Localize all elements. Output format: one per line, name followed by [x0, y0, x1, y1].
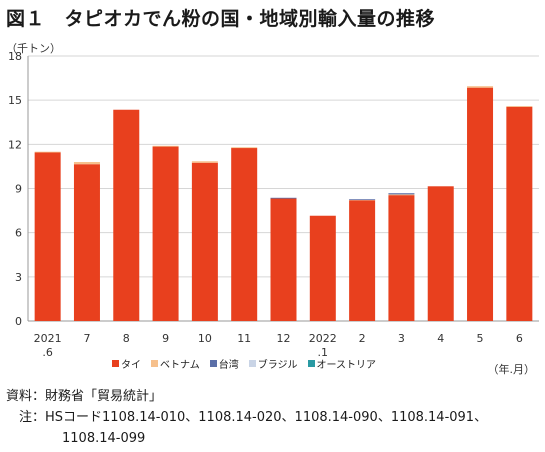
hs-code-note-cont: 1108.14-099 [62, 431, 146, 446]
y-tick-label: 3 [15, 271, 22, 284]
bar-segment [231, 147, 258, 149]
y-tick-label: 6 [15, 227, 22, 240]
legend-label: 台湾 [218, 360, 239, 371]
x-tick-label: 7 [83, 332, 90, 345]
x-tick-label: 2 [359, 332, 366, 345]
bar-segment [467, 87, 494, 322]
legend-swatch [112, 360, 119, 367]
x-tick-label: 12 [277, 332, 291, 345]
legend-label: オーストリア [316, 360, 377, 371]
bar-segment [191, 162, 218, 321]
bar-segment [506, 106, 533, 322]
bar-segment [388, 193, 415, 195]
bar-segment [349, 199, 376, 201]
bar-segment [113, 109, 140, 321]
bars [34, 86, 533, 322]
bar-segment [467, 86, 494, 88]
y-axis-unit: （千トン） [6, 42, 61, 55]
legend-item: ブラジル [248, 356, 298, 371]
legend-swatch [307, 360, 315, 367]
x-tick-label: 9 [162, 332, 169, 345]
bar-segment [270, 198, 297, 321]
bar-segment [506, 106, 533, 107]
x-axis-unit: （年.月） [487, 363, 536, 376]
notes: 資料：財務省「貿易統計」 注：HSコード1108.14-010、1108.14-… [6, 386, 487, 449]
x-tick-label: 8 [123, 332, 130, 345]
bar-segment [73, 164, 100, 321]
x-tick-label: 10 [198, 332, 212, 345]
bar-segment [388, 195, 415, 321]
gridlines [27, 55, 539, 322]
bar-segment [191, 161, 218, 163]
bar-segment [349, 200, 376, 321]
x-tick-label: 6 [516, 332, 523, 345]
legend-item: ベトナム [151, 356, 200, 371]
y-tick-labels: 0 3 6 9 12 15 18 [8, 50, 22, 328]
legend-swatch [151, 360, 158, 367]
bar-segment [34, 152, 61, 321]
x-tick-label: 3 [398, 332, 405, 345]
bar-segment [231, 148, 258, 321]
x-tick-label: 5 [477, 332, 484, 345]
y-tick-label: 15 [8, 94, 22, 107]
bar-segment [152, 145, 179, 147]
source-note: 資料：財務省「貿易統計」 [6, 389, 163, 404]
bar-segment [427, 186, 454, 321]
legend-item: タイ [112, 356, 141, 371]
y-tick-label: 18 [8, 50, 22, 63]
legend-label: ブラジル [257, 360, 298, 371]
bar-segment [152, 146, 179, 321]
x-tick-label: 2021 [34, 332, 62, 345]
x-tick-label: .1 [318, 346, 329, 359]
x-tick-label: 4 [437, 332, 444, 345]
legend-swatch [209, 360, 217, 367]
bar-segment [73, 162, 100, 165]
legend-item: オーストリア [307, 356, 377, 371]
x-tick-labels: 2021.6 7 8 9 10 11 12 2022.1 2 3 4 5 6 [34, 332, 523, 359]
bar-segment [388, 194, 415, 196]
bar-segment [309, 215, 336, 321]
x-tick-label: .6 [42, 346, 53, 359]
y-tick-label: 12 [8, 138, 22, 151]
chart-title: 図１ タピオカでん粉の国・地域別輸入量の推移 [6, 8, 436, 30]
bar-segment [34, 151, 61, 153]
legend: タイ ベトナム 台湾 ブラジル オーストリア [112, 356, 376, 371]
legend-label: ベトナム [160, 360, 200, 371]
legend-swatch [248, 360, 256, 367]
bar-segment [270, 197, 297, 199]
x-tick-label: 2022 [309, 332, 337, 345]
hs-code-note: 注：HSコード1108.14-010、1108.14-020、1108.14-0… [6, 410, 488, 425]
legend-item: 台湾 [209, 356, 239, 371]
legend-label: タイ [121, 360, 141, 371]
x-tick-label: 11 [237, 332, 251, 345]
y-tick-label: 9 [15, 183, 22, 196]
y-tick-label: 0 [15, 315, 22, 328]
